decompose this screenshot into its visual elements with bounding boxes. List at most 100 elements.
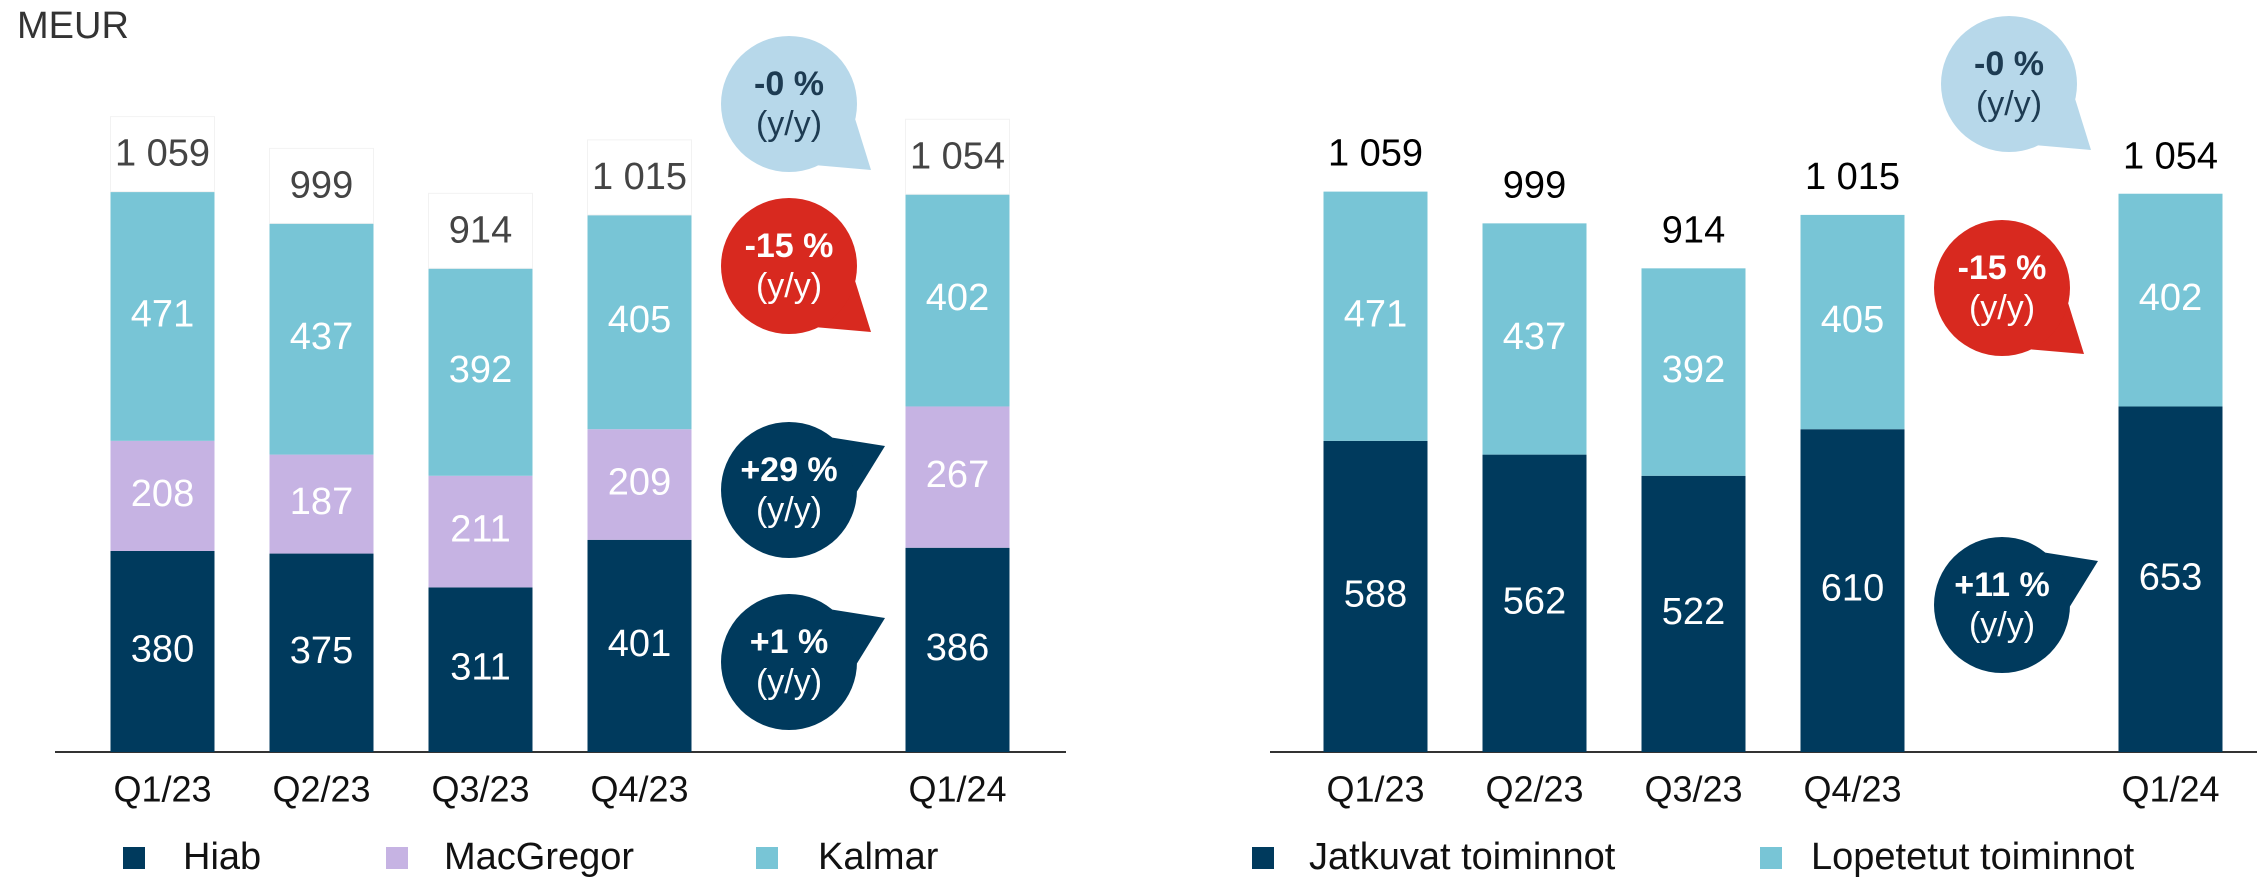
legend-swatch <box>756 847 778 869</box>
bubble-tail <box>2031 303 2084 354</box>
bar-segment <box>587 214 692 430</box>
legend-swatch <box>1252 847 1274 869</box>
bar-segment <box>269 223 374 455</box>
bubble-subtext: (y/y) <box>756 267 822 305</box>
segment-label: 405 <box>1821 299 1884 341</box>
segment-label: 211 <box>450 509 511 551</box>
segment-label: 471 <box>131 293 194 335</box>
bubble <box>1934 220 2070 356</box>
bubble-tail <box>832 609 885 664</box>
bubble-subtext: (y/y) <box>1969 606 2035 644</box>
segment-label: 562 <box>1503 580 1566 622</box>
bar-segment <box>428 268 533 476</box>
total-box <box>110 116 215 193</box>
bubble-subtext: (y/y) <box>1969 289 2035 327</box>
segment-label: 402 <box>2139 277 2202 319</box>
segment-label: 392 <box>1662 349 1725 391</box>
segment-label: 392 <box>449 349 512 391</box>
total-box <box>269 147 374 224</box>
bubble-text: -0 % <box>754 65 824 103</box>
segment-label: 208 <box>131 473 194 515</box>
total-label: 1 054 <box>2123 135 2218 177</box>
bar-segment <box>2118 406 2223 752</box>
segment-label: 405 <box>608 299 671 341</box>
x-tick-label: Q2/23 <box>1485 769 1583 810</box>
bubble-subtext: (y/y) <box>756 663 822 701</box>
bubble-tail <box>818 281 871 332</box>
bar-segment <box>269 553 374 752</box>
legend-swatch <box>1760 847 1782 869</box>
bar-segment <box>428 587 533 752</box>
bubble-text: -0 % <box>1974 45 2044 83</box>
unit-label: MEUR <box>17 5 129 47</box>
bar-segment <box>905 547 1010 752</box>
total-label: 914 <box>449 209 512 251</box>
bar-segment <box>110 191 215 441</box>
bar-segment <box>428 475 533 588</box>
segment-label: 187 <box>290 481 353 523</box>
segment-label: 653 <box>2139 556 2202 598</box>
bar-segment <box>1482 223 1587 455</box>
segment-label: 471 <box>1344 293 1407 335</box>
segment-label: 386 <box>926 627 989 669</box>
bar-segment <box>587 539 692 752</box>
bar-segment <box>1482 454 1587 752</box>
bubble-subtext: (y/y) <box>1976 85 2042 123</box>
segment-label: 401 <box>608 623 671 665</box>
segment-label: 588 <box>1344 573 1407 615</box>
bubble-subtext: (y/y) <box>756 105 822 143</box>
legend-label: Kalmar <box>818 836 939 878</box>
bar-segment <box>1323 440 1428 752</box>
bubble-subtext: (y/y) <box>756 491 822 529</box>
legend-swatch <box>123 847 145 869</box>
segment-label: 380 <box>131 628 194 670</box>
bubble-text: +11 % <box>1954 566 2049 604</box>
bar-segment <box>1641 475 1746 752</box>
bubble <box>1941 16 2077 152</box>
segment-label: 375 <box>290 630 353 672</box>
legend-label: MacGregor <box>444 836 634 878</box>
total-label: 914 <box>1662 209 1725 251</box>
x-tick-label: Q3/23 <box>1644 769 1742 810</box>
bubble <box>721 422 857 558</box>
bar-segment <box>1800 214 1905 430</box>
segment-label: 267 <box>926 454 989 496</box>
bar-segment <box>110 440 215 551</box>
segment-label: 437 <box>1503 316 1566 358</box>
legend-label: Lopetetut toiminnot <box>1811 836 2135 878</box>
bar-segment <box>1323 191 1428 441</box>
bar-segment <box>905 406 1010 548</box>
legend-swatch <box>386 847 408 869</box>
segment-label: 311 <box>450 647 511 689</box>
bubble <box>721 198 857 334</box>
bubble <box>1934 537 2070 673</box>
total-label: 999 <box>290 164 353 206</box>
total-box <box>905 118 1010 195</box>
total-label: 1 015 <box>592 156 687 198</box>
x-tick-label: Q1/24 <box>908 769 1006 810</box>
x-tick-label: Q4/23 <box>1803 769 1901 810</box>
legend-label: Jatkuvat toiminnot <box>1309 836 1616 878</box>
bubble <box>721 594 857 730</box>
x-tick-label: Q4/23 <box>590 769 688 810</box>
bar-segment <box>1641 268 1746 476</box>
total-label: 1 015 <box>1805 156 1900 198</box>
bubble-text: +29 % <box>740 451 837 489</box>
bubble-text: -15 % <box>745 227 834 265</box>
x-tick-label: Q1/24 <box>2121 769 2219 810</box>
x-tick-label: Q1/23 <box>1326 769 1424 810</box>
bar-segment <box>905 193 1010 407</box>
bubble-tail <box>2038 99 2091 150</box>
total-label: 1 059 <box>115 133 210 175</box>
legend-label: Hiab <box>183 836 261 878</box>
total-label: 1 059 <box>1328 133 1423 175</box>
bar-segment <box>110 550 215 752</box>
bar-segment <box>587 429 692 540</box>
bar-segment <box>2118 193 2223 407</box>
segment-label: 209 <box>608 462 671 504</box>
bubble-tail <box>2045 552 2098 607</box>
total-label: 1 054 <box>910 135 1005 177</box>
bar-segment <box>1800 429 1905 752</box>
segment-label: 610 <box>1821 568 1884 610</box>
